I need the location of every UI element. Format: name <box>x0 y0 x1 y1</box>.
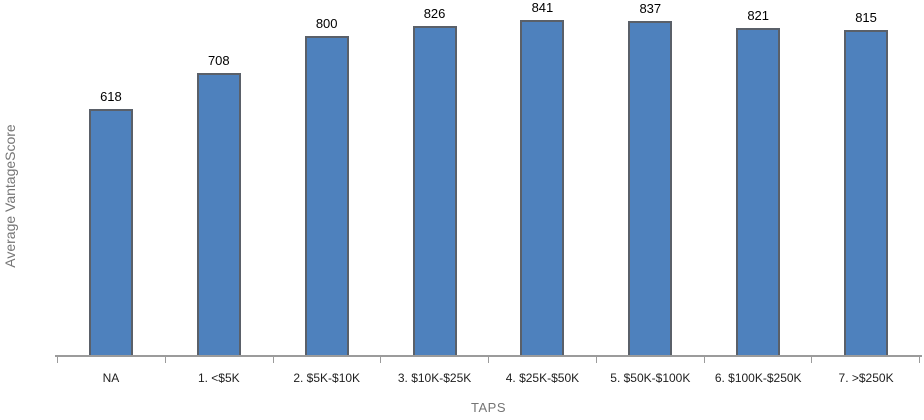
x-axis-line <box>55 355 922 357</box>
bar[interactable] <box>628 21 673 356</box>
x-tick-label: 1. <$5K <box>197 371 240 385</box>
bar[interactable] <box>736 28 781 356</box>
bar-slot: 821 <box>704 0 812 356</box>
bar-slot: 800 <box>273 0 381 356</box>
bar[interactable] <box>520 20 565 356</box>
x-tick-label: 2. $5K-$10K <box>293 371 361 385</box>
bar-slot: 826 <box>381 0 489 356</box>
axis-tick-mark <box>165 357 166 363</box>
x-tick-label: 4. $25K-$50K <box>505 371 580 385</box>
axis-tick-mark <box>380 357 381 363</box>
x-tick-label: 3. $10K-$25K <box>397 371 472 385</box>
x-axis-ticks <box>57 357 920 363</box>
x-tick-label: NA <box>102 371 120 385</box>
bar-value-label: 821 <box>747 8 770 23</box>
axis-tick-mark <box>919 357 920 363</box>
axis-tick-mark <box>704 357 705 363</box>
axis-tick-mark <box>811 357 812 363</box>
bar-slot: 618 <box>57 0 165 356</box>
bar-value-label: 708 <box>207 53 230 68</box>
x-tick-label: 5. $50K-$100K <box>610 371 691 385</box>
bar-value-label: 800 <box>315 16 338 31</box>
bar-value-label: 815 <box>855 10 877 25</box>
plot-area: 618 708 800 826 841 837 821 815 <box>57 0 920 356</box>
bar-slot: 841 <box>489 0 597 356</box>
bar-slot: 815 <box>812 0 920 356</box>
bar[interactable] <box>88 109 133 356</box>
axis-tick-mark <box>57 357 58 363</box>
bar-value-label: 826 <box>423 6 446 21</box>
bar-value-label: 841 <box>531 0 554 15</box>
y-axis-title: Average VantageScore <box>2 124 18 268</box>
x-tick-label: 6. $100K-$250K <box>714 371 802 385</box>
bar-value-label: 618 <box>100 89 122 104</box>
bar-slot: 708 <box>165 0 273 356</box>
axis-tick-mark <box>488 357 489 363</box>
bar[interactable] <box>196 73 241 356</box>
x-axis-labels: NA 1. <$5K 2. $5K-$10K 3. $10K-$25K 4. $25K-… <box>57 371 920 385</box>
x-axis-title: TAPS <box>471 400 506 415</box>
bar-value-label: 837 <box>639 1 662 16</box>
bar[interactable] <box>844 30 889 356</box>
axis-tick-mark <box>596 357 597 363</box>
bar[interactable] <box>412 26 457 356</box>
bar-slot: 837 <box>596 0 704 356</box>
axis-tick-mark <box>273 357 274 363</box>
bar[interactable] <box>304 36 349 356</box>
x-tick-label: 7. >$250K <box>838 371 894 385</box>
